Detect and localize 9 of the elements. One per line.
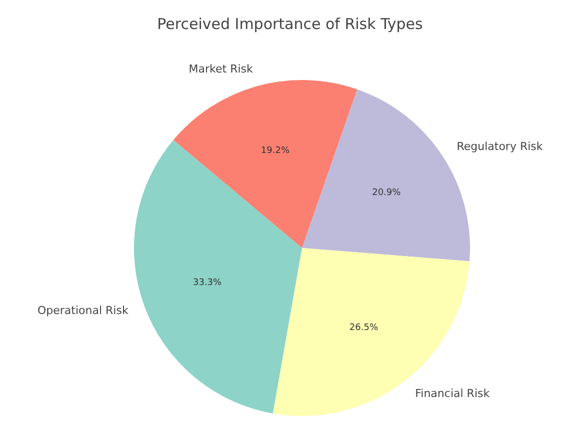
slice-label: Operational Risk <box>38 304 129 318</box>
data-label: 20.9% <box>372 188 402 198</box>
data-label: 19.2% <box>260 146 290 156</box>
slice-label: Financial Risk <box>415 386 490 400</box>
slice-label: Regulatory Risk <box>456 140 544 153</box>
data-label: 33.3% <box>192 278 222 288</box>
data-label: 26.5% <box>349 323 378 334</box>
slice-label: Market Risk <box>188 62 254 76</box>
chart-title: Perceived Importance of Risk Types <box>157 14 424 33</box>
